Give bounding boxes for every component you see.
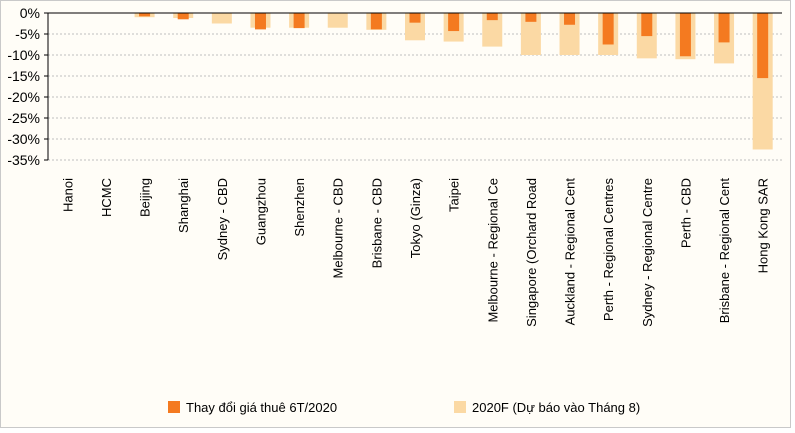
- category-label: Sydney - CBD: [215, 178, 230, 260]
- category-label: Shenzhen: [292, 178, 307, 237]
- bar-actual: [177, 13, 189, 20]
- bar-actual: [641, 13, 653, 37]
- category-labels: Hanoi HCMC Beijing Shanghai Sydney - CBD Guan…: [60, 178, 770, 327]
- bar-actual: [409, 13, 421, 23]
- category-label: Perth - Regional Centres: [601, 178, 616, 322]
- legend-swatch-forecast: [454, 401, 466, 413]
- category-label: Melbourne - CBD: [331, 178, 346, 278]
- bar-actual: [679, 13, 691, 57]
- category-label: Taipei: [447, 178, 462, 212]
- y-tick-label: -30%: [7, 131, 40, 147]
- y-tick-label: -20%: [7, 89, 40, 105]
- category-label: Perth - CBD: [678, 178, 693, 248]
- bar-actual: [564, 13, 576, 25]
- category-label: Melbourne - Regional Ce: [485, 178, 500, 323]
- bar-actual: [525, 13, 537, 22]
- bar-forecast: [482, 13, 503, 47]
- bar-forecast: [211, 13, 232, 24]
- category-label: Hanoi: [60, 178, 75, 212]
- category-label: Brisbane - CBD: [369, 178, 384, 268]
- bar-actual: [718, 13, 730, 43]
- bar-actual: [139, 13, 151, 17]
- gridlines: [48, 33, 782, 161]
- axes: [44, 12, 782, 161]
- category-label: Hong Kong SAR: [756, 178, 771, 273]
- category-label: Beijing: [138, 178, 153, 217]
- y-tick-label: -5%: [15, 26, 40, 42]
- category-label: Guangzhou: [253, 178, 268, 245]
- y-tick-label: -10%: [7, 47, 40, 63]
- bar-actual: [602, 13, 614, 45]
- bar-actual: [448, 13, 460, 32]
- bar-actual: [757, 13, 769, 79]
- category-label: Tokyo (Ginza): [408, 178, 423, 258]
- bar-forecast: [327, 13, 348, 28]
- legend-swatch-actual: [168, 401, 180, 413]
- legend-label-forecast: 2020F (Dự báo vào Tháng 8): [472, 399, 641, 415]
- legend-item-actual: Thay đổi giá thuê 6T/2020: [168, 397, 337, 417]
- legend-item-forecast: 2020F (Dự báo vào Tháng 8): [454, 397, 640, 417]
- y-tick-label: -25%: [7, 110, 40, 126]
- category-label: Brisbane - Regional Cent: [717, 178, 732, 324]
- y-tick-label: -35%: [7, 152, 40, 168]
- category-label: Auckland - Regional Cent: [563, 178, 578, 326]
- y-tick-label: 0%: [20, 5, 40, 21]
- bar-forecast: [520, 13, 541, 55]
- bar-actual: [486, 13, 498, 21]
- bar-actual: [370, 13, 382, 30]
- category-label: Shanghai: [176, 178, 191, 233]
- y-tick-label: -15%: [7, 68, 40, 84]
- bar-actual: [293, 13, 305, 29]
- bar-actual: [254, 13, 266, 30]
- category-label: HCMC: [99, 178, 114, 217]
- y-tick-labels: 0% -5% -10% -15% -20% -25% -30% -35%: [7, 5, 40, 168]
- category-label: Sydney - Regional Centre: [640, 178, 655, 327]
- category-label: Singapore (Orchard Road: [524, 178, 539, 327]
- legend-label-actual: Thay đổi giá thuê 6T/2020: [186, 399, 338, 415]
- bars: [134, 13, 773, 150]
